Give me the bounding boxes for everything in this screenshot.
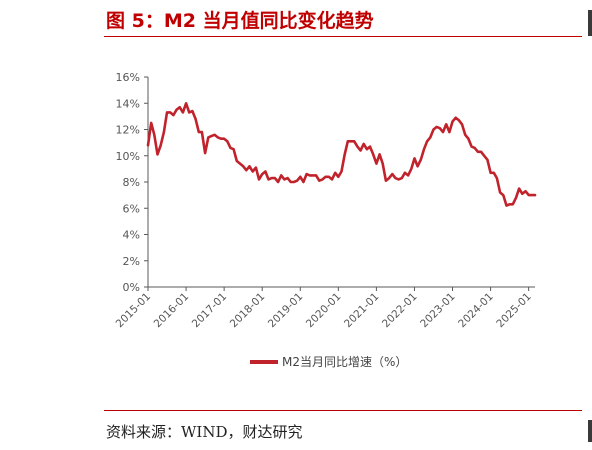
- y-tick-label: 16%: [116, 71, 140, 84]
- y-tick-label: 14%: [116, 97, 140, 110]
- legend-swatch: [250, 359, 278, 364]
- line-chart: 0%2%4%6%8%10%12%14%16% 2015-012016-01201…: [114, 71, 537, 331]
- series-line-0: [146, 102, 537, 207]
- y-tick-label: 6%: [123, 202, 140, 215]
- y-tick-label: 2%: [123, 255, 140, 268]
- source-note: 资料来源：WIND，财达研究: [106, 423, 303, 441]
- x-tick-label: 2015-01: [114, 291, 154, 331]
- y-axis: 0% 2% 4% 6% 8% 10% 12% 14% 16%: [116, 71, 149, 294]
- x-tick-label: 2018-01: [228, 291, 268, 331]
- x-tick-label: 2017-01: [190, 291, 230, 331]
- y-tick-label: 0%: [123, 281, 140, 294]
- x-axis: 2015-012016-012017-012018-012019-012020-…: [114, 286, 535, 331]
- y-tick-label: 4%: [123, 229, 140, 242]
- footer-divider: [104, 410, 582, 411]
- y-tick-label: 10%: [116, 150, 140, 163]
- page-title: 图 5：M2 当月值同比变化趋势: [106, 10, 374, 32]
- page-edge-marker-bottom: [588, 420, 592, 442]
- x-tick-label: 2023-01: [418, 291, 458, 331]
- x-tick-label: 2016-01: [152, 291, 192, 331]
- page-edge-marker: [588, 10, 592, 36]
- x-tick-label: 2025-01: [494, 291, 534, 331]
- y-tick-label: 8%: [123, 176, 140, 189]
- x-tick-label: 2022-01: [380, 291, 420, 331]
- legend-label: M2当月同比增速（%）: [282, 355, 408, 369]
- series-group: [146, 102, 537, 207]
- title-divider: [104, 36, 582, 37]
- x-tick-label: 2024-01: [456, 291, 496, 331]
- x-tick-label: 2019-01: [266, 291, 306, 331]
- x-tick-label: 2020-01: [304, 291, 344, 331]
- y-tick-label: 12%: [116, 124, 140, 137]
- chart-legend: M2当月同比增速（%）: [250, 353, 407, 370]
- x-tick-label: 2021-01: [342, 291, 382, 331]
